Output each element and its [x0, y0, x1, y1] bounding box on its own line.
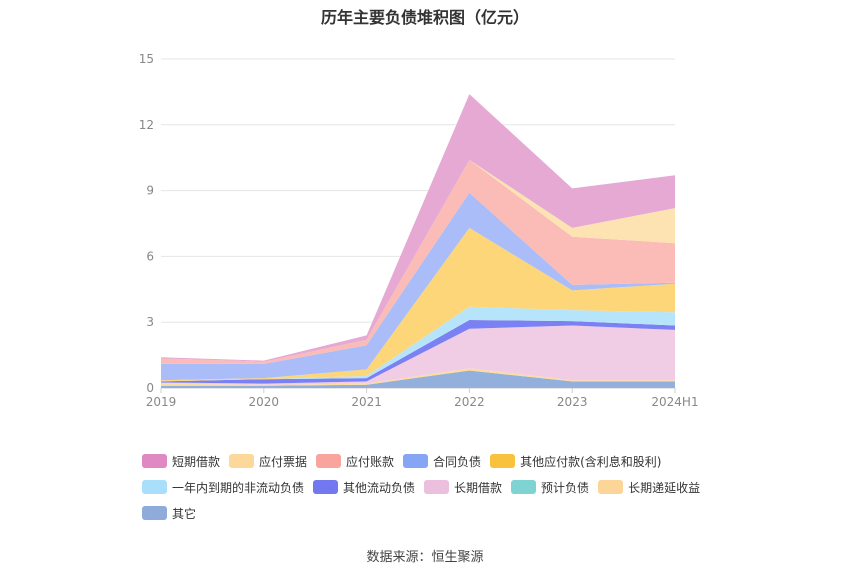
legend-label: 长期借款	[454, 480, 503, 495]
x-tick-label: 2022	[454, 395, 485, 409]
area-一年内到期的非流动负债	[161, 306, 675, 382]
legend-swatch	[316, 454, 342, 468]
y-tick-label: 12	[139, 118, 154, 132]
legend-label: 其他流动负债	[343, 480, 416, 495]
legend-item[interactable]: 应付账款	[316, 453, 394, 470]
legend-swatch	[142, 480, 167, 494]
legend-item[interactable]: 长期递延收益	[598, 479, 700, 496]
legend-row: 一年内到期的非流动负债 其他流动负债 长期借款 预计负债 长期递延收益	[142, 474, 742, 500]
legend-swatch	[490, 454, 516, 468]
legend-item[interactable]: 长期借款	[424, 479, 502, 496]
area-长期递延收益	[161, 368, 675, 386]
legend-label: 预计负债	[541, 480, 590, 495]
y-tick-label: 9	[146, 184, 154, 198]
area-其他流动负债	[161, 320, 675, 384]
legend-label: 合同负债	[433, 454, 482, 469]
x-tick-label: 2019	[146, 395, 177, 409]
x-tick-label: 2024H1	[651, 395, 698, 409]
legend-item[interactable]: 短期借款	[142, 453, 220, 470]
legend-item[interactable]: 其他流动负债	[313, 479, 415, 496]
area-其它	[161, 370, 675, 388]
stacked-area-chart: 0 3 6 9 12 15 2019 2020 2021 2022 2023 2024H1	[139, 52, 699, 409]
area-series	[161, 94, 675, 388]
legend-swatch	[229, 454, 255, 468]
area-应付账款	[161, 159, 675, 364]
x-tick-label: 2021	[351, 395, 382, 409]
x-tick-label: 2020	[249, 395, 280, 409]
legend-row: 短期借款 应付票据 应付账款 合同负债 其他应付款(含利息和股利)	[142, 448, 742, 474]
legend-swatch	[424, 480, 450, 494]
legend-swatch	[142, 506, 167, 520]
x-tick-label: 2023	[557, 395, 588, 409]
legend-swatch	[142, 454, 167, 468]
legend-label: 短期借款	[172, 454, 221, 469]
legend-item[interactable]: 应付票据	[229, 453, 307, 470]
legend-item[interactable]: 其它	[142, 505, 196, 522]
legend-label: 其他应付款(含利息和股利)	[520, 454, 662, 469]
legend-item[interactable]: 合同负债	[403, 453, 481, 470]
legend: 短期借款 应付票据 应付账款 合同负债 其他应付款(含利息和股利) 一年内到期的非流动负债…	[142, 448, 742, 526]
legend-swatch	[313, 480, 339, 494]
legend-label: 一年内到期的非流动负债	[172, 480, 305, 495]
legend-swatch	[511, 480, 537, 494]
legend-item[interactable]: 其他应付款(含利息和股利)	[490, 453, 661, 470]
legend-item[interactable]: 一年内到期的非流动负债	[142, 479, 304, 496]
y-tick-label: 3	[146, 315, 154, 329]
axes: 0 3 6 9 12 15 2019 2020 2021 2022 2023 2024H1	[139, 52, 699, 409]
legend-label: 其它	[172, 506, 197, 521]
y-tick-label: 6	[146, 249, 154, 263]
area-长期借款	[161, 325, 675, 385]
chart-title: 历年主要负债堆积图（亿元）	[320, 8, 529, 27]
area-其他应付款(含利息和股利)	[161, 227, 675, 382]
legend-label: 应付票据	[259, 454, 308, 469]
area-合同负债	[161, 192, 675, 381]
legend-item[interactable]: 预计负债	[511, 479, 589, 496]
source-note: 数据来源：恒生聚源	[366, 550, 484, 565]
legend-row: 其它	[142, 500, 742, 526]
area-短期借款	[161, 94, 675, 362]
legend-swatch	[598, 480, 624, 494]
legend-label: 长期递延收益	[628, 480, 701, 495]
legend-label: 应付账款	[346, 454, 395, 469]
legend-swatch	[403, 454, 429, 468]
y-tick-label: 0	[146, 381, 154, 395]
y-tick-label: 15	[139, 52, 154, 66]
